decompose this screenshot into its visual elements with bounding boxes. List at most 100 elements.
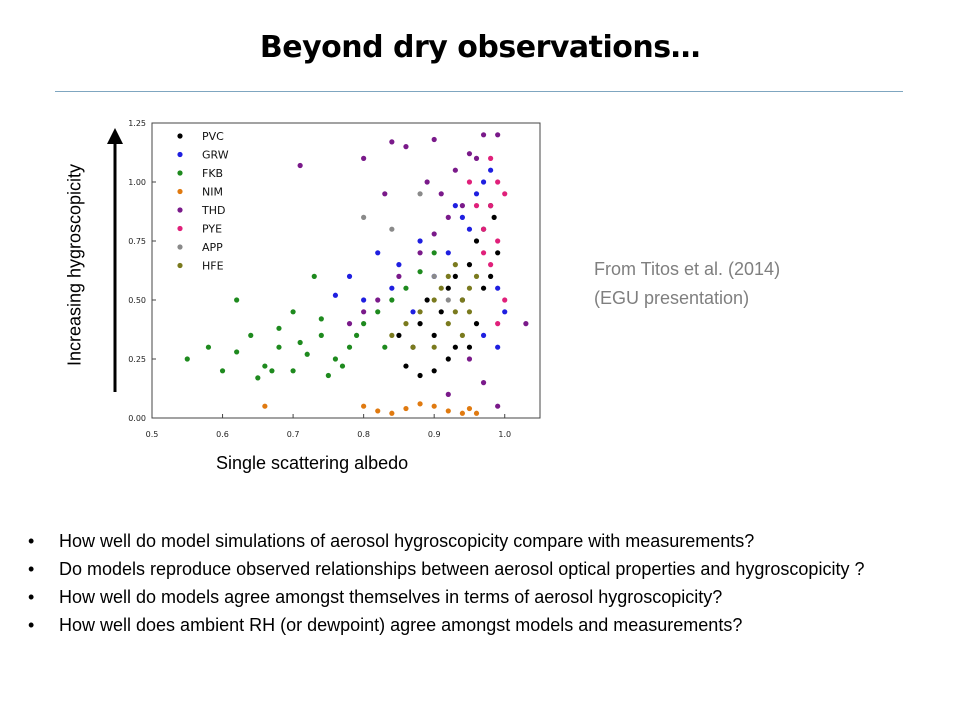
data-point-fkb — [269, 368, 275, 374]
source-line: (EGU presentation) — [594, 288, 750, 308]
data-point-grw — [361, 297, 367, 303]
x-tick-label: 0.5 — [146, 430, 159, 439]
data-point-nim — [431, 403, 437, 409]
y-axis-label-group: Increasing hygroscopicity — [55, 140, 95, 390]
data-point-thd — [495, 403, 501, 409]
data-point-pvc — [445, 356, 451, 362]
legend-label: NIM — [202, 186, 223, 199]
legend-marker — [177, 151, 183, 158]
data-point-thd — [431, 231, 437, 237]
data-point-fkb — [234, 349, 240, 355]
data-point-thd — [473, 155, 480, 161]
bullet-glyph: • — [28, 587, 35, 607]
data-point-fkb — [311, 273, 317, 279]
data-point-fkb — [255, 375, 261, 381]
bullet-glyph: • — [28, 531, 35, 551]
x-tick-label: 0.7 — [287, 430, 300, 439]
data-point-thd — [346, 321, 353, 327]
legend-label: THD — [201, 204, 225, 217]
data-point-thd — [466, 151, 473, 157]
data-point-fkb — [325, 372, 331, 379]
title-divider — [55, 91, 903, 92]
y-tick-label: 1.25 — [128, 119, 146, 128]
data-point-grw — [346, 273, 353, 279]
data-point-nim — [375, 408, 381, 414]
plot-area — [152, 123, 540, 418]
data-point-pvc — [466, 262, 473, 268]
data-point-pvc — [438, 309, 444, 315]
y-tick-label: 0.75 — [128, 237, 146, 246]
data-point-hfe — [431, 344, 437, 350]
data-point-grw — [410, 309, 416, 315]
data-point-thd — [452, 167, 458, 173]
data-point-nim — [361, 403, 367, 409]
data-point-fkb — [262, 363, 268, 369]
data-point-grw — [389, 285, 395, 291]
legend-marker — [177, 188, 183, 195]
legend-label: APP — [202, 241, 223, 254]
data-point-fkb — [234, 297, 240, 303]
data-point-grw — [495, 344, 501, 350]
data-point-thd — [466, 356, 473, 362]
data-point-grw — [480, 332, 487, 338]
data-point-grw — [396, 262, 402, 268]
data-point-hfe — [452, 262, 458, 268]
data-point-nim — [473, 410, 480, 416]
legend-label: GRW — [202, 149, 229, 162]
legend-marker — [177, 225, 183, 232]
data-point-thd — [459, 203, 465, 209]
x-axis-label: Single scattering albedo — [216, 453, 409, 473]
bullet-text: How well does ambient RH (or dewpoint) a… — [59, 615, 743, 635]
data-point-thd — [382, 191, 388, 197]
legend-marker — [177, 262, 183, 269]
data-point-nim — [403, 405, 409, 412]
data-point-pye — [466, 179, 473, 185]
data-point-fkb — [276, 344, 282, 350]
data-point-hfe — [452, 309, 458, 315]
data-point-thd — [389, 139, 395, 145]
data-point-fkb — [184, 356, 190, 362]
data-point-grw — [502, 309, 508, 315]
data-point-thd — [495, 132, 501, 138]
scatter-chart: 0.5 0.6 0.7 0.8 0.9 1.0 0.00 0.25 0.50 0.75 1.00 1.… — [128, 119, 541, 439]
data-point-hfe — [445, 321, 451, 327]
data-point-pye — [480, 250, 487, 256]
data-point-fkb — [346, 344, 353, 350]
legend-label: PVC — [202, 130, 224, 143]
data-point-pye — [495, 238, 501, 244]
data-point-fkb — [339, 363, 346, 369]
data-point-thd — [445, 391, 451, 397]
data-point-thd — [396, 273, 402, 279]
legend-label: FKB — [202, 167, 223, 180]
bullet-text: How well do models agree amongst themsel… — [59, 587, 723, 607]
data-point-app — [389, 226, 395, 232]
data-point-fkb — [417, 269, 423, 275]
x-tick-label: 0.8 — [357, 430, 370, 439]
data-point-fkb — [219, 368, 226, 374]
bullet-item: • How well do model simulations of aeroso… — [28, 527, 928, 555]
data-point-hfe — [438, 285, 444, 291]
data-point-pvc — [417, 321, 423, 327]
data-point-pye — [502, 191, 508, 197]
bullet-item: • How well do models agree amongst themse… — [28, 583, 928, 611]
data-point-pye — [473, 203, 480, 209]
data-point-pvc — [445, 285, 451, 291]
x-tick-label: 0.6 — [216, 430, 229, 439]
data-point-pvc — [424, 297, 430, 303]
data-point-pvc — [480, 285, 487, 291]
data-point-hfe — [466, 285, 473, 291]
data-point-fkb — [353, 332, 360, 338]
data-point-fkb — [382, 344, 388, 350]
source-line: From Titos et al. (2014) — [594, 259, 781, 279]
data-point-pvc — [431, 332, 437, 338]
data-point-grw — [473, 191, 480, 197]
bullet-text: How well do model simulations of aerosol… — [59, 531, 755, 551]
data-point-fkb — [290, 309, 296, 315]
data-point-grw — [466, 226, 473, 232]
data-point-thd — [297, 162, 303, 169]
data-point-thd — [361, 309, 367, 315]
legend-label: PYE — [202, 223, 222, 236]
data-point-pvc — [452, 344, 458, 350]
plot-frame — [151, 122, 541, 419]
data-point-pye — [502, 297, 508, 303]
